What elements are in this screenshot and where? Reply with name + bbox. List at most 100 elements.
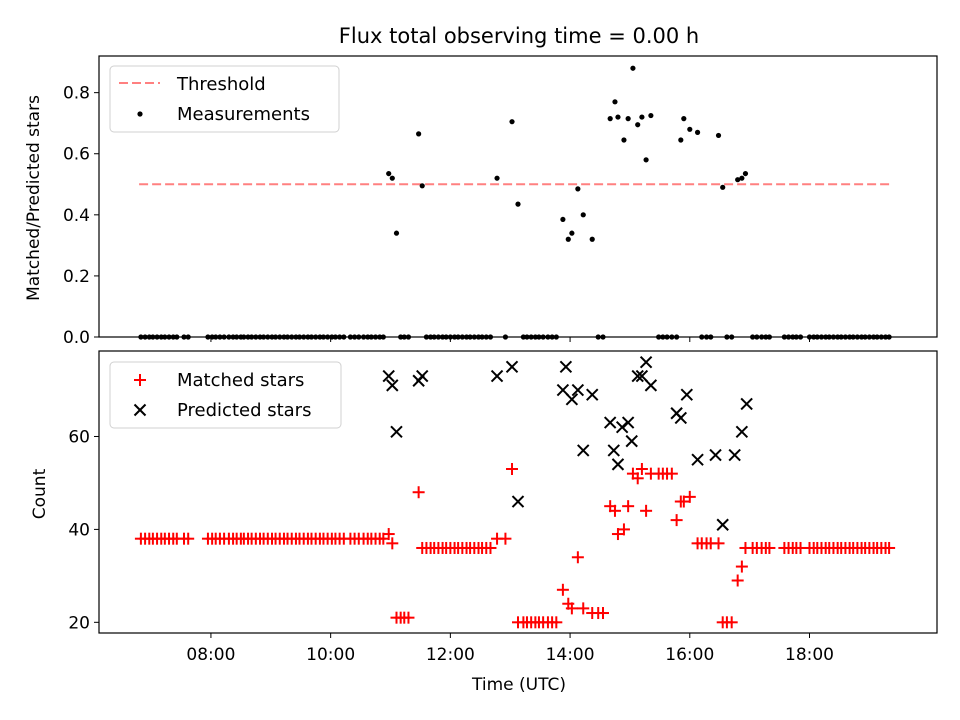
measurement-point [630, 65, 636, 71]
predicted-star-point [716, 518, 729, 531]
matched-star-point [617, 523, 630, 536]
legend-predicted-swatch [133, 403, 147, 417]
bottom-x-tick-label: 12:00 [426, 645, 475, 665]
bottom-legend: Matched stars Predicted stars [109, 361, 342, 429]
measurement-point [612, 99, 618, 105]
bottom-y-tick-label: 20 [68, 613, 90, 633]
legend-threshold-label: Threshold [176, 74, 266, 95]
legend-matched-label: Matched stars [177, 370, 304, 391]
measurement-point [639, 114, 645, 120]
measurement-point [565, 236, 571, 242]
predicted-star-point [416, 369, 429, 383]
legend-matched-swatch [134, 374, 146, 386]
measurement-point [494, 175, 500, 181]
top-y-tick-label: 0.4 [63, 206, 90, 226]
predicted-star-point [607, 444, 620, 457]
matched-star-point [402, 611, 415, 624]
bottom-x-tick-label: 16:00 [665, 645, 714, 665]
predicted-star-point [571, 383, 585, 397]
measurement-point [739, 175, 745, 181]
matched-star-point [665, 467, 678, 480]
measurement-point [419, 183, 425, 189]
predicted-star-point [735, 425, 749, 439]
legend-measurements-label: Measurements [177, 104, 310, 125]
measurement-point [720, 184, 726, 190]
figure-title: Flux total observing time = 0.00 h [339, 24, 699, 48]
matched-star-point [725, 616, 738, 629]
predicted-star-point [709, 448, 722, 462]
matched-star-point [683, 490, 696, 503]
matched-star-point [712, 537, 725, 550]
measurement-point [589, 236, 595, 242]
matched-star-point [182, 532, 195, 545]
matched-star-point [635, 463, 648, 476]
bottom-x-tick-label: 14:00 [546, 645, 595, 665]
measurement-point [509, 119, 515, 125]
top-panel: Matched/Predicted stars 0.00.20.40.60.8 … [24, 55, 938, 348]
measurement-point [515, 201, 521, 207]
top-axes-frame [98, 55, 938, 338]
predicted-star-point [511, 495, 525, 508]
measurement-point [643, 157, 649, 163]
predicted-star-point [728, 448, 741, 462]
matched-star-point [499, 532, 512, 545]
bottom-x-tick-label: 18:00 [785, 645, 834, 665]
measurement-point [607, 116, 613, 122]
predicted-star-point [680, 388, 694, 401]
matched-star-point [735, 560, 748, 573]
predicted-star-point [674, 411, 688, 425]
x-axis-label: Time (UTC) [471, 675, 566, 695]
measurement-point [694, 129, 701, 135]
bottom-y-ticks: 20 40 60 [68, 427, 99, 633]
top-y-axis-label: Matched/Predicted stars [24, 95, 44, 301]
legend-predicted-label: Predicted stars [177, 400, 311, 421]
predicted-star-point [740, 397, 753, 411]
matched-star-point [556, 583, 569, 596]
predicted-star-point [559, 360, 573, 374]
measurement-point [615, 114, 621, 120]
matched-star-point [412, 486, 425, 499]
matched-star-point [883, 541, 896, 554]
top-y-ticks: 0.0 0.2 0.4 0.6 0.8 [63, 84, 99, 348]
measurement-point [648, 112, 654, 119]
measurement-point [393, 230, 400, 236]
measurement-point [715, 132, 722, 139]
measurement-point [635, 122, 641, 128]
matched-star-point [622, 500, 635, 513]
matched-star-point [640, 504, 653, 517]
bottom-y-tick-label: 40 [68, 520, 90, 540]
matched-star-point [763, 541, 776, 554]
measurement-point [416, 131, 422, 137]
bottom-x-tick-label: 10:00 [306, 645, 355, 665]
bottom-axes-frame [98, 350, 938, 634]
measurement-point [386, 170, 392, 177]
predicted-star-point [586, 388, 599, 401]
measurement-point [735, 177, 741, 183]
measurement-point [575, 186, 581, 192]
matched-star-point [571, 551, 584, 564]
measurement-point [621, 137, 627, 143]
predicted-star-point [639, 355, 653, 369]
matched-star-point [608, 504, 621, 517]
top-y-tick-label: 0.8 [63, 84, 90, 104]
matched-star-point [506, 463, 519, 476]
predicted-star-point [505, 360, 519, 374]
predicted-star-point [386, 379, 399, 392]
measurement-point [742, 170, 749, 177]
predicted-star-point [625, 434, 638, 448]
measurement-point [687, 126, 693, 132]
matched-star-point [670, 514, 683, 527]
top-y-tick-label: 0.0 [63, 328, 90, 348]
measurement-point [625, 116, 631, 122]
predicted-star-point [621, 416, 635, 429]
bottom-y-axis-label: Count [30, 468, 50, 519]
count-points [134, 355, 896, 629]
measurement-point [681, 116, 687, 122]
matched-star-point [565, 602, 578, 615]
measurement-point [389, 175, 395, 181]
legend-measurements-swatch [137, 111, 143, 117]
measurement-point [678, 137, 684, 143]
bottom-panel: Count 20 40 60 08:00 10:00 12:00 14:00 16:00 18… [30, 350, 938, 695]
top-legend-box [109, 65, 340, 133]
